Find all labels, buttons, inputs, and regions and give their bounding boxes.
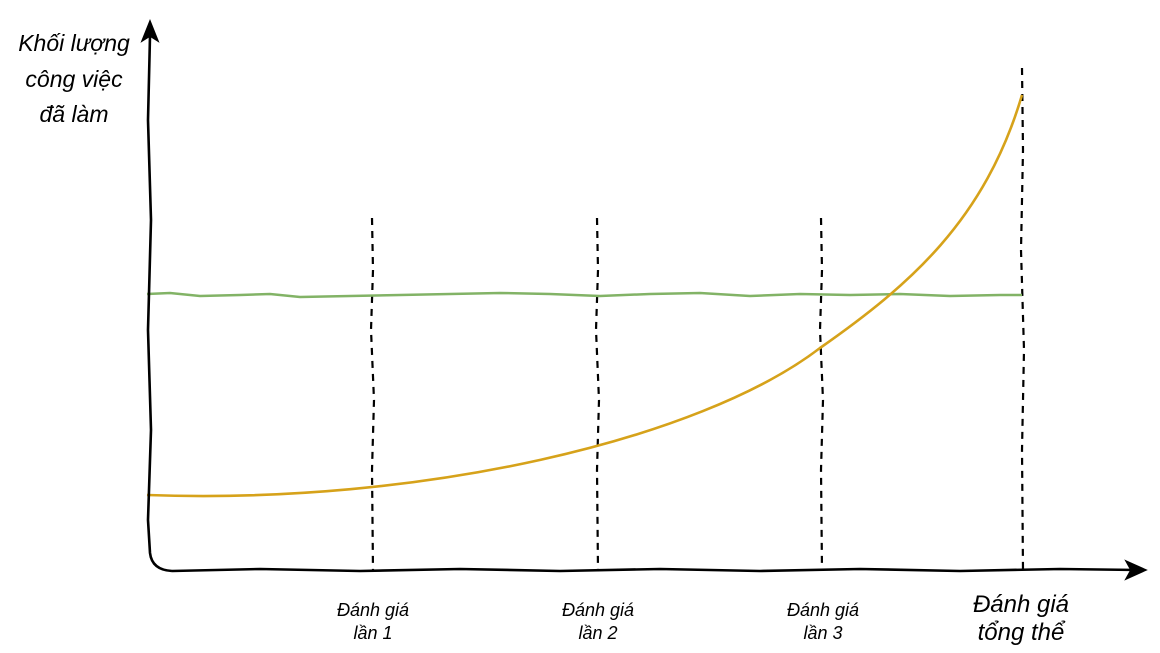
x-axis-arrow [1124,559,1148,581]
milestone-label-4-line-2: tổng thể [977,619,1065,647]
milestone-label-3-line-1: Đánh giá [786,600,860,620]
milestone-line-1 [369,217,376,572]
x-axis-line [171,567,1139,573]
y-axis-title-line-1: Khối lượng [18,30,130,56]
growth-curve [146,94,1024,498]
milestone-label-4-line-1: Đánh giá [972,591,1070,618]
milestone-label-3-line-2: lần 3 [803,623,843,644]
flat-line [146,291,1022,299]
milestone-label-1-line-1: Đánh giá [336,600,410,620]
y-axis-arrow [140,18,160,43]
milestone-label-4: Đánh giá tổng thể [941,591,1101,648]
milestone-label-1-line-2: lần 1 [353,623,393,644]
milestone-line-2 [594,217,601,572]
milestone-label-2-line-2: lần 2 [578,623,618,644]
y-axis-title-line-2: công việc [25,65,123,92]
milestone-line-4 [1019,67,1026,572]
milestone-label-2: Đánh giá lần 2 [538,599,658,646]
y-axis-title-line-3: đã làm [39,101,109,128]
milestone-label-2-line-1: Đánh giá [561,600,635,620]
y-axis-line [146,35,173,573]
milestone-label-3: Đánh giá lần 3 [763,599,883,646]
milestone-line-3 [818,217,825,572]
y-axis-title: Khối lượng công việc đã làm [4,26,144,133]
milestone-label-1: Đánh giá lần 1 [313,599,433,646]
